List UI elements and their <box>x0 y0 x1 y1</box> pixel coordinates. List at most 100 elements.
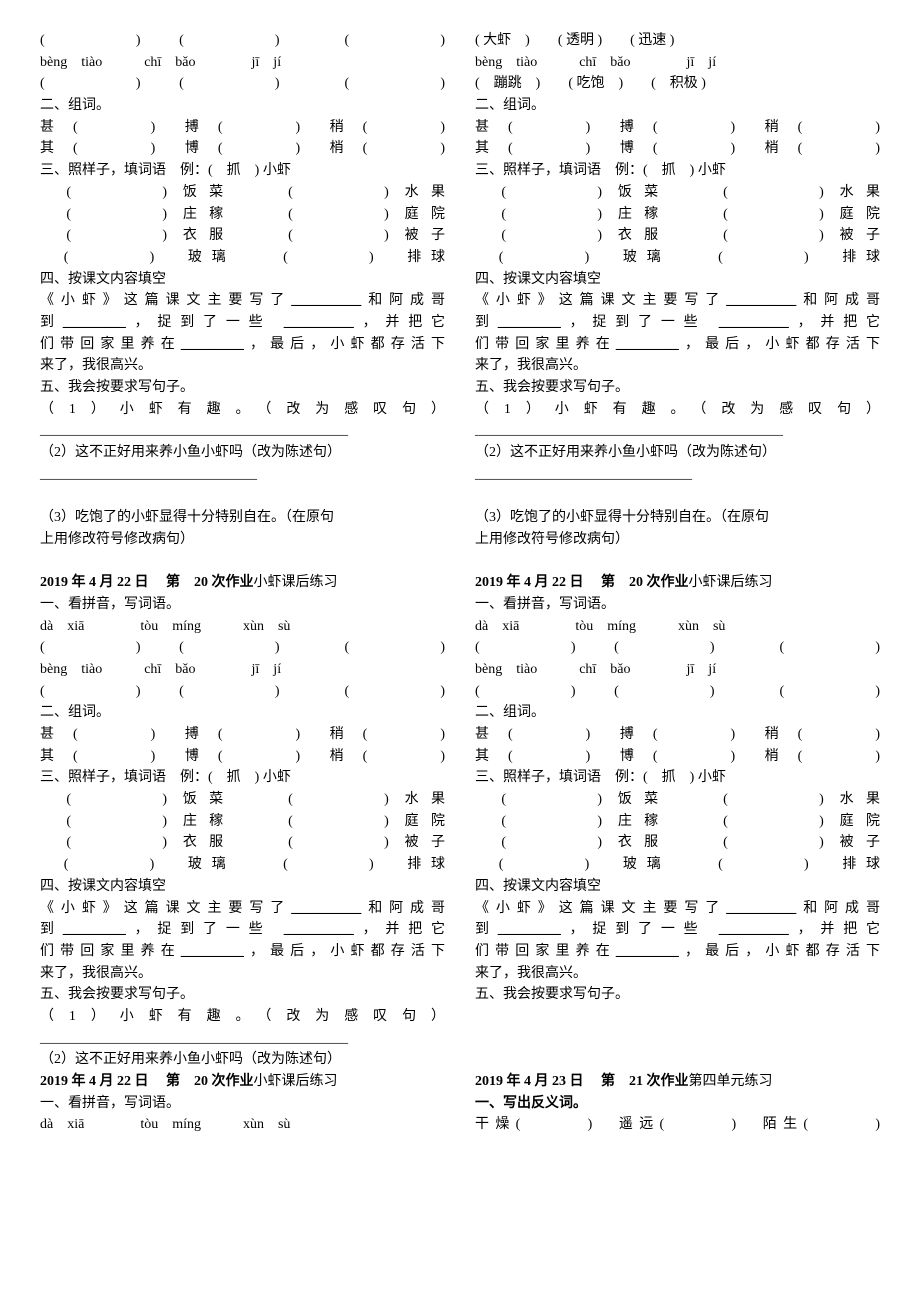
spacer <box>475 1049 880 1071</box>
section-2-title: 二、组词。 <box>475 95 880 117</box>
section-2-line: 甚 ( ) 搏 ( ) 稍 ( ) <box>475 117 880 139</box>
section-4-line: 来了，我很高兴。 <box>475 355 880 377</box>
spacer <box>40 551 445 573</box>
section-5-title: 五、我会按要求写句子。 <box>475 377 880 399</box>
section-4-line: 到_________，捉到了一些 __________，并把它 <box>40 919 445 941</box>
hw21-line: 干燥( ) 遥远( ) 陌生( ) <box>475 1114 880 1136</box>
section-2-line: 甚 ( ) 搏 ( ) 稍 ( ) <box>475 724 880 746</box>
section-5-title: 五、我会按要求写句子。 <box>40 377 445 399</box>
section-5-q1: （1）小虾有趣。（改为感叹句） <box>40 399 445 421</box>
section-3-line: ( ) 饭菜 ( ) 水果 <box>475 182 880 204</box>
section-2-title: 二、组词。 <box>40 95 445 117</box>
section-3-line: ( ) 衣服 ( ) 被子 <box>475 225 880 247</box>
section-1-title: 一、看拼音，写词语。 <box>40 594 445 616</box>
hw21-section-1: 一、写出反义词。 <box>475 1093 880 1115</box>
section-4-line: 来了，我很高兴。 <box>40 355 445 377</box>
answer-blank: _______________________________ <box>40 464 445 486</box>
section-4-line: 《小虾》这篇课文主要写了__________和阿成哥 <box>40 898 445 920</box>
section-2-title: 二、组词。 <box>40 702 445 724</box>
pinyin-filled-row: ( 蹦跳 ) ( 吃饱 ) ( 积极 ) <box>475 73 880 95</box>
section-3-line: ( ) 饭菜 ( ) 水果 <box>475 789 880 811</box>
section-3-line: ( ) 衣服 ( ) 被子 <box>475 832 880 854</box>
answer-blank: _______________________________ <box>475 464 880 486</box>
section-5-q1: （1）小虾有趣。（改为感叹句） <box>475 399 880 421</box>
section-5-q2: （2）这不正好用来养小鱼小虾吗（改为陈述句） <box>40 442 445 464</box>
section-5-q3: 上用修改符号修改病句） <box>40 529 445 551</box>
pinyin-blank-row: ( ) ( ) ( ) <box>475 681 880 703</box>
section-5-q2: （2）这不正好用来养小鱼小虾吗（改为陈述句） <box>40 1049 445 1071</box>
pinyin-row-b: dà xiā tòu míng xùn sù <box>475 616 880 638</box>
section-5-title: 五、我会按要求写句子。 <box>475 984 880 1006</box>
section-3-line: ( ) 庄稼 ( ) 庭院 <box>40 811 445 833</box>
section-2-line: 其 ( ) 博 ( ) 梢 ( ) <box>40 138 445 160</box>
pinyin-blank-row: ( ) ( ) ( ) <box>40 637 445 659</box>
pinyin-row-a: bèng tiào chī bǎo jī jí <box>40 659 445 681</box>
section-4-line: 《小虾》这篇课文主要写了__________和阿成哥 <box>40 290 445 312</box>
section-3-line: ( ) 饭菜 ( ) 水果 <box>40 182 445 204</box>
section-4-line: 来了，我很高兴。 <box>475 963 880 985</box>
section-3-line: ( ) 玻璃 ( ) 排球 <box>40 854 445 876</box>
section-4-line: 们带回家里养在_________，最后，小虾都存活下 <box>475 941 880 963</box>
answer-blank: ________________________________________… <box>475 420 880 442</box>
section-2-title: 二、组词。 <box>475 702 880 724</box>
pinyin-blank-row: ( ) ( ) ( ) <box>40 73 445 95</box>
pinyin-blank-row: ( ) ( ) ( ) <box>40 30 445 52</box>
left-column: ( ) ( ) ( ) bèng tiào chī bǎo jī jí ( ) … <box>40 30 445 1136</box>
section-3-line: ( ) 庄稼 ( ) 庭院 <box>475 811 880 833</box>
section-3-line: ( ) 玻璃 ( ) 排球 <box>40 247 445 269</box>
section-4-title: 四、按课文内容填空 <box>40 269 445 291</box>
section-4-line: 们带回家里养在_________，最后，小虾都存活下 <box>475 334 880 356</box>
section-5-title: 五、我会按要求写句子。 <box>40 984 445 1006</box>
section-4-title: 四、按课文内容填空 <box>40 876 445 898</box>
section-2-line: 其 ( ) 博 ( ) 梢 ( ) <box>475 138 880 160</box>
section-4-line: 们带回家里养在_________，最后，小虾都存活下 <box>40 941 445 963</box>
spacer <box>475 1028 880 1050</box>
section-3-line: ( ) 玻璃 ( ) 排球 <box>475 247 880 269</box>
spacer <box>475 551 880 573</box>
section-3-title: 三、照样子，填词语 例：( 抓 ) 小虾 <box>40 767 445 789</box>
section-4-line: 到_________，捉到了一些 __________，并把它 <box>40 312 445 334</box>
section-3-line: ( ) 衣服 ( ) 被子 <box>40 832 445 854</box>
section-4-line: 《小虾》这篇课文主要写了__________和阿成哥 <box>475 290 880 312</box>
pinyin-filled-row: ( 大虾 ) ( 透明 ) ( 迅速 ) <box>475 30 880 52</box>
pinyin-row-b: dà xiā tòu míng xùn sù <box>40 616 445 638</box>
section-1-title: 一、看拼音，写词语。 <box>40 1093 445 1115</box>
section-3-title: 三、照样子，填词语 例：( 抓 ) 小虾 <box>475 767 880 789</box>
section-4-line: 来了，我很高兴。 <box>40 963 445 985</box>
section-3-line: ( ) 玻璃 ( ) 排球 <box>475 854 880 876</box>
pinyin-blank-row: ( ) ( ) ( ) <box>40 681 445 703</box>
section-4-title: 四、按课文内容填空 <box>475 269 880 291</box>
section-2-line: 甚 ( ) 搏 ( ) 稍 ( ) <box>40 724 445 746</box>
section-5-q2: （2）这不正好用来养小鱼小虾吗（改为陈述句） <box>475 442 880 464</box>
hw20-header: 2019 年 4 月 22 日 第 20 次作业小虾课后练习 <box>40 572 445 594</box>
section-3-title: 三、照样子，填词语 例：( 抓 ) 小虾 <box>475 160 880 182</box>
section-5-q1: （1）小虾有趣。（改为感叹句） <box>40 1006 445 1028</box>
pinyin-row-a: bèng tiào chī bǎo jī jí <box>475 52 880 74</box>
right-column: ( 大虾 ) ( 透明 ) ( 迅速 ) bèng tiào chī bǎo j… <box>475 30 880 1136</box>
answer-blank: ________________________________________… <box>40 420 445 442</box>
section-4-line: 《小虾》这篇课文主要写了__________和阿成哥 <box>475 898 880 920</box>
spacer <box>40 485 445 507</box>
section-4-line: 们带回家里养在_________，最后，小虾都存活下 <box>40 334 445 356</box>
section-3-title: 三、照样子，填词语 例：( 抓 ) 小虾 <box>40 160 445 182</box>
section-5-q3: （3）吃饱了的小虾显得十分特别自在。（在原句 <box>40 507 445 529</box>
spacer <box>475 485 880 507</box>
section-3-line: ( ) 衣服 ( ) 被子 <box>40 225 445 247</box>
section-5-q3: 上用修改符号修改病句） <box>475 529 880 551</box>
section-2-line: 其 ( ) 博 ( ) 梢 ( ) <box>475 746 880 768</box>
section-2-line: 甚 ( ) 搏 ( ) 稍 ( ) <box>40 117 445 139</box>
pinyin-row-a: bèng tiào chī bǎo jī jí <box>40 52 445 74</box>
hw20-header: 2019 年 4 月 22 日 第 20 次作业小虾课后练习 <box>475 572 880 594</box>
spacer <box>475 1006 880 1028</box>
hw21-header: 2019 年 4 月 23 日 第 21 次作业第四单元练习 <box>475 1071 880 1093</box>
section-4-title: 四、按课文内容填空 <box>475 876 880 898</box>
section-3-line: ( ) 饭菜 ( ) 水果 <box>40 789 445 811</box>
section-5-q3: （3）吃饱了的小虾显得十分特别自在。（在原句 <box>475 507 880 529</box>
section-1-title: 一、看拼音，写词语。 <box>475 594 880 616</box>
pinyin-blank-row: ( ) ( ) ( ) <box>475 637 880 659</box>
pinyin-row-b: dà xiā tòu míng xùn sù <box>40 1114 445 1136</box>
section-3-line: ( ) 庄稼 ( ) 庭院 <box>40 204 445 226</box>
section-3-line: ( ) 庄稼 ( ) 庭院 <box>475 204 880 226</box>
pinyin-row-a: bèng tiào chī bǎo jī jí <box>475 659 880 681</box>
section-4-line: 到_________，捉到了一些 __________，并把它 <box>475 919 880 941</box>
